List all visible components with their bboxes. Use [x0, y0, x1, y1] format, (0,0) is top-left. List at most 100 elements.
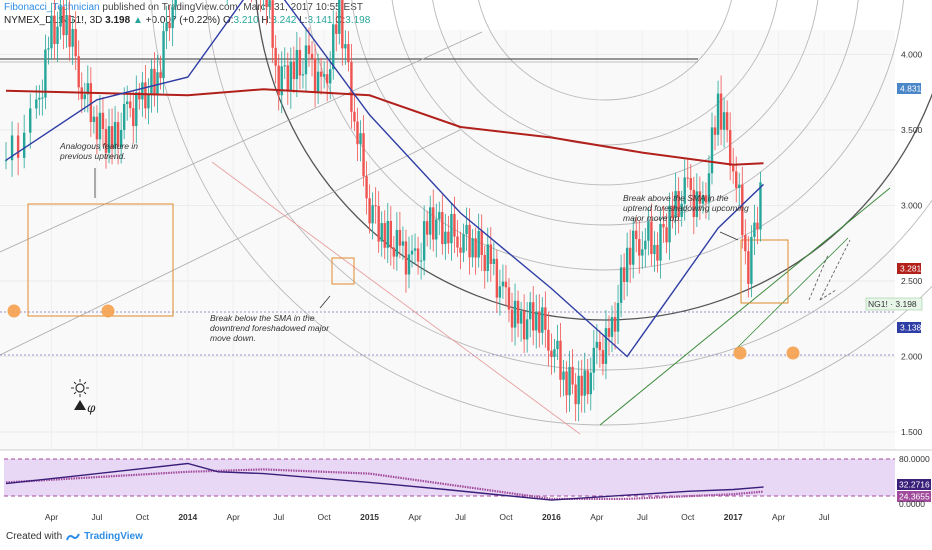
candle-body — [425, 221, 429, 235]
candle-body — [74, 29, 77, 57]
candle-body — [450, 213, 453, 244]
candle-body — [374, 205, 377, 207]
candle-body — [571, 366, 574, 385]
candle-body — [659, 223, 662, 261]
candle-body — [532, 302, 535, 331]
x-tick-label: Oct — [681, 512, 695, 522]
candle-body — [159, 72, 162, 79]
top-price-tag — [897, 83, 921, 94]
symbol-name[interactable]: NYMEX_DL:NG1!, 3D — [4, 15, 103, 26]
sma50-line — [5, 0, 764, 358]
rsi-top-value: 80.0000 — [899, 454, 930, 464]
trend-line — [0, 31, 483, 253]
x-tick-label: Oct — [318, 512, 332, 522]
candle-body — [671, 205, 674, 218]
candle-body — [710, 127, 714, 174]
candle-body — [371, 205, 374, 224]
candle-body — [586, 370, 589, 395]
candle-body — [53, 15, 56, 44]
rsi-tag — [897, 479, 931, 490]
candle-body — [341, 0, 344, 49]
candle-body — [316, 71, 320, 93]
candle-body — [719, 93, 723, 130]
candle-body — [286, 65, 289, 91]
low-label: L: — [299, 15, 308, 26]
candle-body — [728, 130, 732, 166]
price-change: +0.007 (+0.22%) — [145, 15, 221, 26]
candle-body — [41, 97, 44, 99]
annotation-analogous-2: previous uptrend. — [59, 151, 126, 161]
candle-body — [386, 220, 389, 248]
candle-body — [138, 92, 141, 100]
candle-body — [44, 49, 47, 98]
candle-body — [577, 375, 580, 405]
candle-body — [456, 236, 459, 248]
candle-body — [389, 220, 393, 248]
candle-body — [122, 104, 126, 130]
x-tick-label: Jul — [273, 512, 284, 522]
candle-body — [174, 0, 177, 7]
candle-body — [516, 300, 520, 324]
candle-body — [453, 213, 456, 237]
candle-body — [544, 307, 547, 330]
x-tick-label: Apr — [227, 512, 240, 522]
candle-body — [568, 366, 571, 396]
candle-body — [350, 62, 353, 112]
candle-body — [725, 112, 729, 131]
candle-body — [713, 127, 717, 135]
author-logo-icon: φ — [71, 379, 96, 415]
candle-body — [68, 15, 71, 47]
candle-body — [141, 82, 144, 100]
candle-body — [359, 133, 362, 145]
annotation-break-above-3: major move up. — [623, 213, 682, 223]
projection-arrow — [819, 239, 851, 301]
candle-body — [741, 184, 744, 236]
tradingview-brand[interactable]: TradingView — [84, 531, 143, 542]
last-price: 3.198 — [105, 15, 131, 26]
candle-body — [535, 311, 538, 331]
candle-body — [598, 341, 602, 351]
candle-body — [110, 126, 114, 149]
candle-body — [665, 227, 668, 243]
candle-body — [556, 340, 559, 350]
rsi-ma-tag — [897, 491, 931, 502]
candle-body — [4, 160, 8, 162]
y-tick-label: 3.000 — [901, 201, 923, 211]
candle-body — [419, 260, 423, 262]
candle-body — [395, 229, 399, 257]
x-tick-label: Apr — [45, 512, 58, 522]
rsi-line — [5, 462, 764, 501]
candle-body — [686, 177, 689, 179]
candle-body — [429, 207, 432, 235]
candle-body — [625, 247, 629, 282]
fib-arc — [351, 0, 859, 226]
candle-body — [522, 311, 526, 340]
candle-body — [365, 176, 368, 199]
candle-body — [574, 384, 577, 405]
candle-body — [510, 309, 514, 328]
candle-body — [668, 205, 671, 243]
top-price-value: 4.831 — [900, 84, 922, 94]
candle-body — [538, 311, 541, 333]
candle-body — [638, 239, 641, 256]
candle-body — [592, 347, 596, 373]
uptrend-line — [734, 237, 849, 351]
candle-body — [86, 83, 90, 95]
x-tick-label: Jul — [455, 512, 466, 522]
y-tick-label: 4.000 — [901, 50, 923, 60]
annotation-break-below-2: downtrend foreshadowed major — [210, 323, 330, 333]
last-price-value: NG1! · 3.198 — [868, 299, 917, 309]
candle-body — [647, 221, 650, 241]
annotation-break-above-1: Break above the SMA in the — [623, 193, 729, 203]
candle-body — [438, 212, 441, 220]
candle-body — [380, 223, 383, 242]
candle-body — [547, 329, 550, 351]
candle-body — [59, 6, 62, 27]
candle-body — [513, 300, 517, 328]
candle-body — [641, 249, 644, 256]
candle-body — [319, 71, 323, 77]
candle-body — [744, 235, 747, 252]
candle-body — [392, 247, 396, 257]
candle-body — [322, 74, 326, 77]
